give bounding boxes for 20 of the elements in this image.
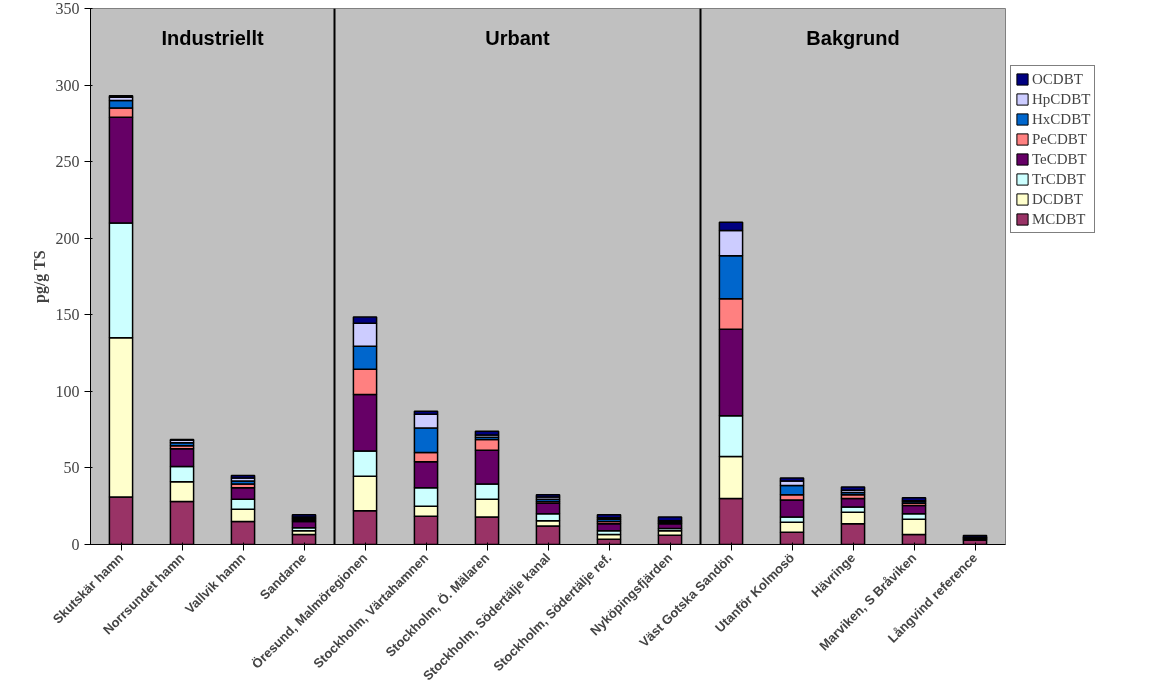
legend-label: TrCDBT: [1032, 170, 1086, 188]
y-tick-label: 200: [55, 229, 80, 247]
legend-label: TeCDBT: [1032, 150, 1087, 168]
y-tick-label: 250: [55, 153, 80, 171]
y-tick-label: 100: [55, 382, 80, 400]
legend-label: PeCDBT: [1032, 130, 1088, 148]
annotation: Urbant: [485, 26, 551, 49]
legend-label: HpCDBT: [1032, 90, 1091, 108]
y-tick-label: 0: [71, 536, 80, 553]
legend-label: DCDBT: [1032, 190, 1083, 208]
y-tick-label: 300: [55, 76, 80, 94]
annotation: Industriellt: [161, 26, 264, 49]
y-tick-label: 50: [63, 459, 80, 477]
y-axis-title: pg/g TS: [30, 250, 49, 303]
annotation: Bakgrund: [806, 26, 900, 49]
legend-label: OCDBT: [1032, 70, 1083, 88]
y-tick-label: 350: [55, 0, 80, 17]
legend-label: MCDBT: [1032, 210, 1086, 228]
y-tick-label: 150: [55, 306, 80, 324]
legend-label: HxCDBT: [1032, 110, 1091, 128]
